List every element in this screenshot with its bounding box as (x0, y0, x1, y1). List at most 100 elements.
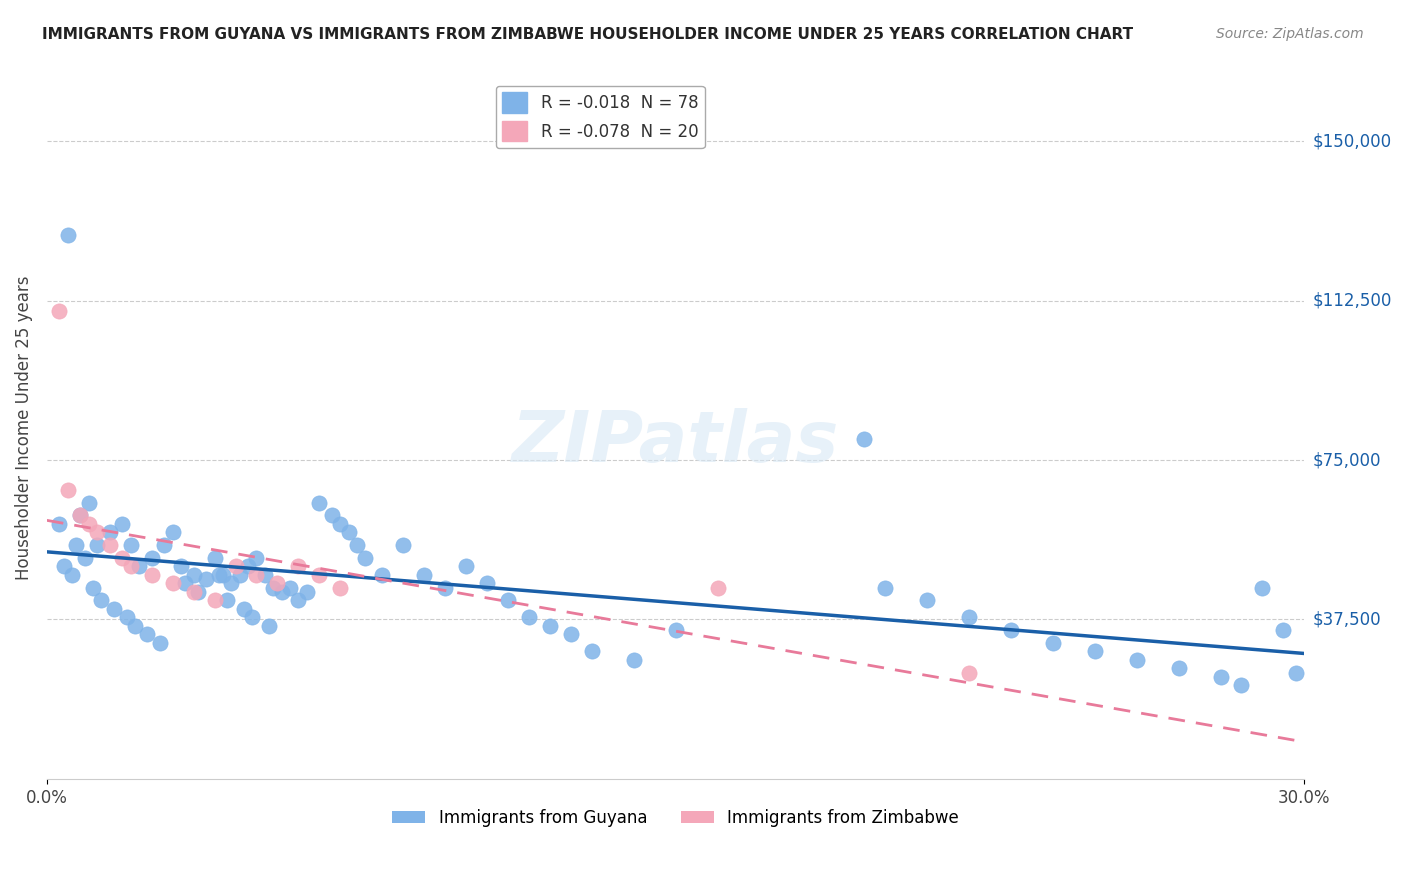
Point (128, 559, 150, 574)
Point (73, 550, 96, 565)
Point (1272, 623, 1295, 637)
Point (204, 550, 226, 565)
Text: Source: ZipAtlas.com: Source: ZipAtlas.com (1216, 27, 1364, 41)
Point (90, 593, 112, 607)
Point (957, 665, 980, 680)
Point (124, 619, 146, 633)
Point (86, 525, 108, 540)
Point (623, 653, 645, 667)
Point (245, 567, 267, 582)
Point (225, 559, 247, 574)
Point (82, 581, 104, 595)
Point (1251, 581, 1274, 595)
Point (183, 585, 205, 599)
Point (538, 619, 561, 633)
Text: IMMIGRANTS FROM GUYANA VS IMMIGRANTS FROM ZIMBABWE HOUSEHOLDER INCOME UNDER 25 Y: IMMIGRANTS FROM GUYANA VS IMMIGRANTS FRO… (42, 27, 1133, 42)
Point (212, 567, 235, 582)
Point (287, 559, 309, 574)
Point (1209, 670, 1232, 684)
Point (60, 567, 83, 582)
Point (120, 538, 142, 552)
Point (329, 516, 352, 531)
Point (217, 593, 239, 607)
Point (183, 567, 205, 582)
Point (236, 559, 259, 574)
Point (371, 567, 394, 582)
Point (187, 585, 209, 599)
Point (1000, 623, 1022, 637)
Point (253, 567, 276, 582)
Point (48, 516, 70, 531)
Y-axis label: Householder Income Under 25 years: Householder Income Under 25 years (15, 276, 32, 581)
Point (287, 593, 309, 607)
Point (329, 581, 352, 595)
Point (98, 525, 121, 540)
Point (875, 581, 897, 595)
Point (346, 538, 368, 552)
Point (308, 495, 330, 509)
Point (77, 495, 100, 509)
Point (1084, 644, 1107, 658)
Point (221, 576, 243, 591)
Point (295, 585, 318, 599)
Point (454, 559, 477, 574)
Point (392, 538, 415, 552)
Point (56, 227, 79, 242)
Point (517, 610, 540, 624)
Point (52, 559, 75, 574)
Point (162, 576, 184, 591)
Point (278, 581, 301, 595)
Point (853, 432, 876, 446)
Point (120, 559, 142, 574)
Point (1167, 661, 1189, 675)
Point (266, 576, 288, 591)
Point (69, 508, 91, 523)
Text: $37,500: $37,500 (1313, 610, 1381, 629)
Point (434, 581, 457, 595)
Text: $75,000: $75,000 (1313, 451, 1381, 469)
Point (270, 585, 292, 599)
Text: ZIPatlas: ZIPatlas (512, 408, 839, 476)
Point (103, 602, 125, 616)
Point (308, 567, 330, 582)
Point (208, 567, 231, 582)
Point (136, 627, 159, 641)
Point (321, 508, 343, 523)
Point (149, 636, 172, 650)
Point (1125, 653, 1147, 667)
Point (153, 538, 176, 552)
Point (915, 593, 938, 607)
Text: $112,500: $112,500 (1313, 292, 1392, 310)
Point (162, 525, 184, 540)
Legend: Immigrants from Guyana, Immigrants from Zimbabwe: Immigrants from Guyana, Immigrants from … (385, 803, 966, 834)
Point (141, 567, 163, 582)
Point (1042, 636, 1064, 650)
Point (77, 516, 100, 531)
Point (257, 619, 280, 633)
Point (475, 576, 498, 591)
Point (65, 538, 87, 552)
Point (1230, 678, 1253, 692)
Point (204, 593, 226, 607)
Point (86, 538, 108, 552)
Point (48, 304, 70, 318)
Point (174, 576, 197, 591)
Point (232, 602, 254, 616)
Point (170, 559, 193, 574)
Point (111, 550, 134, 565)
Point (69, 508, 91, 523)
Point (98, 538, 121, 552)
Point (354, 550, 377, 565)
Point (262, 581, 284, 595)
Text: $150,000: $150,000 (1313, 132, 1392, 150)
Point (560, 627, 582, 641)
Point (337, 525, 360, 540)
Point (665, 623, 688, 637)
Point (240, 610, 263, 624)
Point (141, 550, 163, 565)
Point (957, 610, 980, 624)
Point (115, 610, 138, 624)
Point (1285, 665, 1308, 680)
Point (195, 572, 218, 586)
Point (413, 567, 436, 582)
